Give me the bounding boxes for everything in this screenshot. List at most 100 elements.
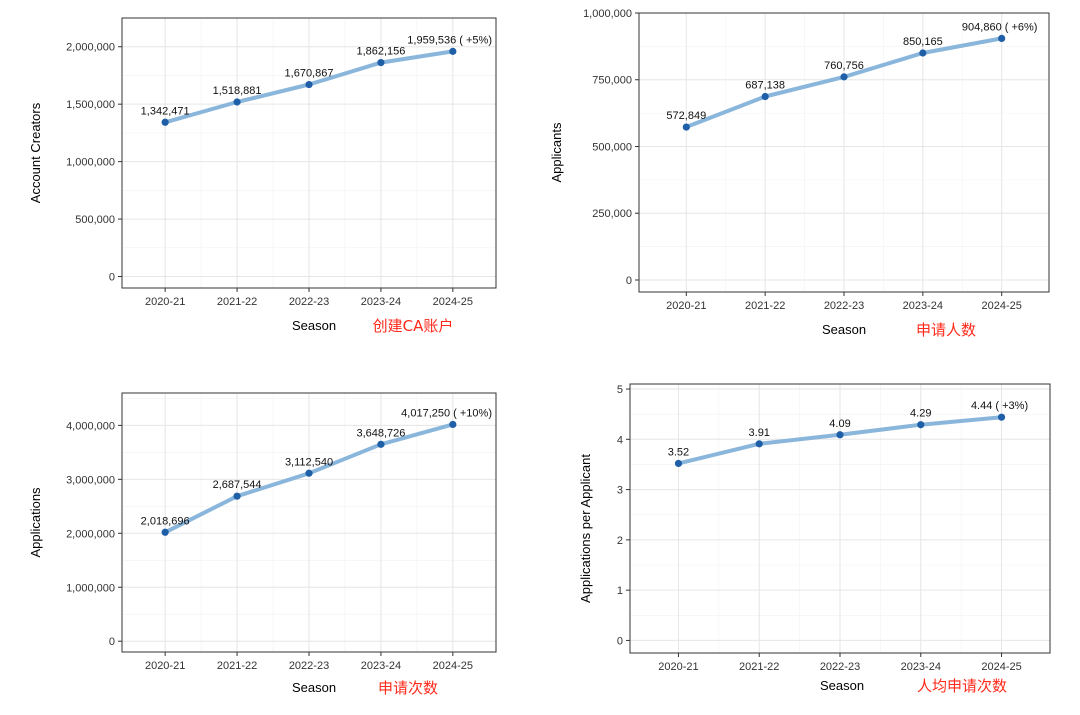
chart-caption: 申请次数 [378,679,438,697]
data-label: 760,756 [824,60,864,72]
y-tick-label: 4 [617,434,623,446]
data-label: 904,860 ( +6%) [962,21,1038,33]
chart-caption: 申请人数 [916,321,976,339]
x-tick-label: 2024-25 [433,296,473,308]
data-point [761,92,769,101]
data-label: 1,862,156 [356,46,405,58]
x-tick-label: 2022-23 [820,661,860,673]
y-tick-label: 2,000,000 [66,42,115,54]
data-point [377,440,385,448]
y-tick-label: 0 [109,636,115,648]
y-tick-label: 1,000,000 [66,582,115,594]
x-tick-label: 2024-25 [982,300,1022,312]
y-tick-label: 2,000,000 [66,528,115,540]
data-point [233,492,241,500]
x-tick-label: 2021-22 [739,661,779,673]
x-tick-label: 2024-25 [433,660,473,672]
x-axis-title: Season [822,322,866,337]
y-tick-label: 500,000 [592,141,632,153]
data-point [449,47,457,55]
data-label: 4.29 [910,408,931,420]
data-point [755,440,763,448]
chart-applications-per-applicant: 0 1 2 3 4 5 2020-21 2021-22 2022-23 2023-24 2024-2… [578,383,1051,695]
x-tick-label: 2023-24 [901,661,941,673]
y-axis-title: Applicants [549,122,564,182]
x-axis-title: Season [820,678,864,693]
plot-frame [121,392,497,653]
data-point [840,73,848,81]
data-label: 3,112,540 [285,456,333,468]
y-tick-label: 500,000 [75,214,115,226]
data-point [233,98,241,106]
x-tick-label: 2020-21 [145,296,185,308]
y-axis-title: Applications [28,487,43,558]
data-point [836,431,844,439]
y-tick-label: 1,000,000 [583,8,632,20]
data-label: 850,165 [903,36,943,48]
y-axis-title: Applications per Applicant [578,454,593,603]
plot-frame [629,383,1051,654]
data-label: 1,959,536 ( +5%) [407,34,492,46]
y-tick-label: 0 [109,272,115,284]
data-label: 2,687,544 [213,479,262,491]
chart-applicants: 0 250,000 500,000 750,000 1,000,000 2020-21 20… [549,8,1050,339]
data-label: 4.09 [829,418,850,430]
x-tick-label: 2022-23 [289,296,329,308]
x-tick-label: 2023-24 [361,660,401,672]
data-label: 687,138 [745,80,785,92]
x-tick-label: 2024-25 [981,661,1021,673]
y-axis-title: Account Creators [28,102,43,203]
data-point [674,459,683,468]
y-tick-label: 750,000 [592,75,632,87]
x-tick-label: 2022-23 [289,660,329,672]
y-tick-label: 3 [617,485,623,497]
x-axis-title: Season [292,318,336,333]
data-label: 3.52 [668,446,689,458]
x-tick-label: 2020-21 [658,661,698,673]
data-label: 1,518,881 [213,85,262,97]
y-tick-label: 250,000 [592,208,632,220]
data-label: 2,018,696 [141,515,190,527]
x-axis-title: Season [292,680,336,695]
y-tick-label: 1,000,000 [66,157,115,169]
x-tick-label: 2020-21 [666,300,706,312]
data-point [377,58,385,67]
data-point [449,420,457,429]
y-tick-label: 0 [617,635,623,647]
y-tick-label: 1 [617,585,623,597]
data-point [305,80,313,89]
data-label: 572,849 [666,110,706,122]
data-point [919,49,927,57]
data-point [161,528,169,536]
data-point [305,469,313,477]
data-point [161,118,169,126]
data-point [682,123,690,131]
y-tick-label: 1,500,000 [66,99,115,111]
x-tick-label: 2021-22 [217,296,257,308]
y-tick-label: 4,000,000 [66,420,115,432]
y-tick-label: 5 [617,384,623,396]
x-tick-label: 2022-23 [824,300,864,312]
chart-account-creators: 0 500,000 1,000,000 1,500,000 2,000,000 2020-… [28,17,497,335]
data-label: 3.91 [749,427,770,439]
data-label: 1,670,867 [285,68,334,80]
x-tick-label: 2021-22 [745,300,785,312]
data-point [917,421,925,429]
chart-applications: 0 1,000,000 2,000,000 3,000,000 4,000,000 202… [28,392,497,697]
x-tick-label: 2021-22 [217,660,257,672]
data-label: 1,342,471 [141,105,190,117]
plot-frame [121,17,497,289]
x-tick-label: 2023-24 [903,300,943,312]
y-tick-label: 0 [626,275,632,287]
data-point [998,34,1006,43]
y-tick-label: 3,000,000 [66,474,115,486]
y-tick-label: 2 [617,535,623,547]
data-label: 3,648,726 [356,427,405,439]
data-label: 4.44 ( +3%) [971,400,1028,412]
data-label: 4,017,250 ( +10%) [401,407,492,419]
x-tick-label: 2020-21 [145,660,185,672]
x-tick-label: 2023-24 [361,296,401,308]
chart-caption: 人均申请次数 [917,677,1007,695]
plot-frame [638,12,1050,293]
